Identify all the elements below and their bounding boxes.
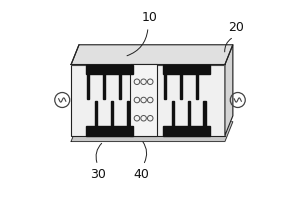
Text: 30: 30 <box>90 168 106 181</box>
Polygon shape <box>163 64 210 74</box>
Polygon shape <box>103 74 105 99</box>
Polygon shape <box>86 126 133 136</box>
Polygon shape <box>71 45 233 64</box>
Polygon shape <box>95 101 97 126</box>
Text: 10: 10 <box>142 11 158 24</box>
Polygon shape <box>86 64 133 74</box>
Polygon shape <box>118 74 121 99</box>
Text: 40: 40 <box>133 168 149 181</box>
Polygon shape <box>164 74 167 99</box>
Polygon shape <box>71 64 225 136</box>
Polygon shape <box>188 101 190 126</box>
Polygon shape <box>180 74 182 99</box>
Polygon shape <box>127 101 129 126</box>
Polygon shape <box>196 74 198 99</box>
Polygon shape <box>87 74 89 99</box>
Text: 20: 20 <box>228 21 244 34</box>
Bar <box>130 64 157 136</box>
Polygon shape <box>163 126 210 136</box>
Polygon shape <box>71 122 233 141</box>
Polygon shape <box>111 101 113 126</box>
Polygon shape <box>203 101 206 126</box>
Polygon shape <box>172 101 174 126</box>
Polygon shape <box>225 45 233 136</box>
